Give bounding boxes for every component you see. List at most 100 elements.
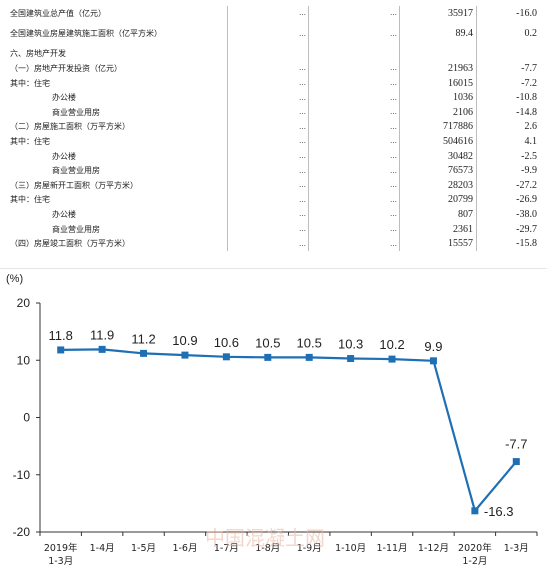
row-label-text: 六、房地产开发 bbox=[10, 49, 66, 59]
x-tick-label: 1-6月 bbox=[172, 543, 197, 554]
row-col-a: … bbox=[227, 104, 309, 120]
row-value-text: 89.4 bbox=[455, 28, 474, 40]
row-growth-rate: -15.8 bbox=[477, 236, 541, 251]
row-value-text: 807 bbox=[458, 208, 473, 220]
row-value-text: 35917 bbox=[448, 7, 473, 19]
row-value bbox=[399, 46, 477, 62]
row-growth-rate bbox=[477, 47, 541, 62]
row-col-b: … bbox=[308, 221, 400, 237]
x-tick-label: 1-7月 bbox=[214, 543, 239, 554]
row-col-a: … bbox=[227, 134, 309, 149]
row-value: 2106 bbox=[399, 104, 477, 120]
row-col-b: … bbox=[308, 6, 400, 21]
table-row: 商业营业用房 … … 2361 -29.7 bbox=[7, 221, 540, 237]
row-col-b-text: … bbox=[390, 108, 397, 117]
row-growth-rate-text: -9.9 bbox=[521, 165, 537, 177]
row-label-text: （三）房屋新开工面积（万平方米） bbox=[10, 180, 138, 190]
watermark-text: 中国混凝土网 bbox=[205, 526, 325, 550]
row-value: 89.4 bbox=[399, 20, 477, 47]
table-row: 办公楼 … … 30482 -2.5 bbox=[7, 148, 540, 164]
row-value-text: 28203 bbox=[448, 179, 473, 191]
data-point-marker bbox=[512, 458, 520, 466]
table-row: 全国建筑业房屋建筑施工面积（亿平方米） … … 89.4 0.2 bbox=[7, 20, 541, 47]
row-value: 20799 bbox=[399, 192, 477, 208]
y-tick-label: 20 bbox=[17, 296, 31, 310]
row-growth-rate: -26.9 bbox=[477, 193, 541, 208]
row-col-a-text: … bbox=[299, 225, 306, 234]
row-value-text: 30482 bbox=[448, 150, 473, 162]
row-growth-rate-text: -7.2 bbox=[521, 77, 537, 89]
row-col-a-text: … bbox=[299, 122, 306, 131]
row-col-a bbox=[227, 46, 309, 62]
row-value-text: 2361 bbox=[453, 223, 473, 235]
row-value-text: 504616 bbox=[443, 135, 473, 147]
row-label-text: 办公楼 bbox=[52, 93, 76, 103]
y-tick-label: -20 bbox=[13, 525, 31, 539]
row-value: 1036 bbox=[399, 90, 477, 105]
row-label: 全国建筑业总产值（亿元） bbox=[7, 6, 228, 21]
row-growth-rate-text: 4.1 bbox=[524, 135, 538, 147]
data-point-marker bbox=[98, 345, 106, 353]
row-col-a: … bbox=[227, 90, 309, 105]
row-growth-rate-text: -38.0 bbox=[516, 208, 537, 220]
row-growth-rate-text: -2.5 bbox=[521, 150, 537, 162]
row-value: 504616 bbox=[399, 134, 477, 149]
x-tick-label: 1-3月 bbox=[504, 543, 529, 554]
y-tick-label: 10 bbox=[17, 353, 31, 367]
row-growth-rate: 0.2 bbox=[477, 21, 541, 47]
row-label: （四）房屋竣工面积（万平方米） bbox=[7, 236, 228, 251]
row-value: 717886 bbox=[399, 119, 477, 135]
x-tick-label: 1-3月 bbox=[48, 556, 73, 567]
table-row: 其中：住宅 … … 504616 4.1 bbox=[7, 134, 540, 149]
row-col-a-text: … bbox=[299, 195, 306, 204]
data-point-marker bbox=[57, 346, 65, 354]
statistics-table-region: 全国建筑业总产值（亿元）…… 35917 -16.0 全国建筑业房屋建筑施工面积（亿平… bbox=[7, 6, 540, 251]
row-label: 办公楼 bbox=[7, 90, 228, 105]
row-col-a: … bbox=[227, 207, 309, 222]
table-row: （三）房屋新开工面积（万平方米） … … 28203 -27.2 bbox=[7, 177, 540, 193]
row-col-b: … bbox=[308, 134, 400, 149]
data-label: 11.2 bbox=[131, 331, 155, 346]
row-growth-rate-text: -7.7 bbox=[521, 62, 537, 74]
y-tick-label: -10 bbox=[13, 468, 31, 482]
y-tick-labels: 20 10 0 -10 -20 bbox=[13, 296, 31, 539]
row-growth-rate: 4.1 bbox=[477, 134, 541, 149]
row-col-b-text: … bbox=[390, 64, 397, 73]
table-row: 全国建筑业总产值（亿元） … … 35917 -16.0 bbox=[7, 6, 540, 21]
row-label-text: （二）房屋施工面积（万平方米） bbox=[10, 122, 130, 132]
row-col-a-text: … bbox=[299, 210, 306, 219]
row-col-b: … bbox=[308, 20, 400, 47]
row-col-b: … bbox=[308, 177, 400, 193]
row-label-text: 其中：住宅 bbox=[10, 78, 50, 88]
row-col-b: … bbox=[308, 119, 400, 135]
x-tick-label: 1-9月 bbox=[297, 543, 322, 554]
row-col-b: … bbox=[308, 236, 400, 251]
data-label: 10.2 bbox=[379, 337, 404, 352]
row-growth-rate: -38.0 bbox=[477, 207, 541, 222]
data-label: 10.5 bbox=[297, 335, 322, 350]
table-row: 其中：住宅 … … 16015 -7.2 bbox=[7, 75, 540, 91]
row-col-a-text: … bbox=[299, 181, 306, 190]
row-col-a-text: … bbox=[299, 166, 306, 175]
row-label: 商业营业用房 bbox=[7, 221, 228, 237]
row-growth-rate: -16.0 bbox=[477, 6, 541, 21]
row-col-a: … bbox=[227, 177, 309, 193]
row-value-text: 2106 bbox=[453, 106, 473, 118]
table-row: （四）房屋竣工面积（万平方米） … … 15557 -15.8 bbox=[7, 236, 540, 251]
row-label: （一）房地产开发投资（亿元） bbox=[7, 61, 228, 76]
row-col-a: … bbox=[227, 6, 309, 21]
row-col-a-text: … bbox=[299, 239, 306, 248]
table-row: 六、房地产开发 bbox=[7, 46, 541, 62]
row-growth-rate: -9.9 bbox=[477, 163, 541, 178]
table-row: （二）房屋施工面积（万平方米） … … 717886 2.6 bbox=[7, 119, 540, 135]
row-label: 办公楼 bbox=[7, 148, 228, 164]
row-col-b-text: … bbox=[390, 181, 397, 190]
row-growth-rate: -14.8 bbox=[477, 105, 541, 120]
row-col-b: … bbox=[308, 90, 400, 105]
row-col-a: … bbox=[227, 236, 309, 251]
data-point-marker bbox=[388, 355, 396, 363]
row-value: 35917 bbox=[399, 6, 477, 21]
x-tick-label: 1-10月 bbox=[335, 543, 366, 554]
data-point-marker bbox=[347, 355, 355, 363]
row-col-b-text: … bbox=[390, 239, 397, 248]
